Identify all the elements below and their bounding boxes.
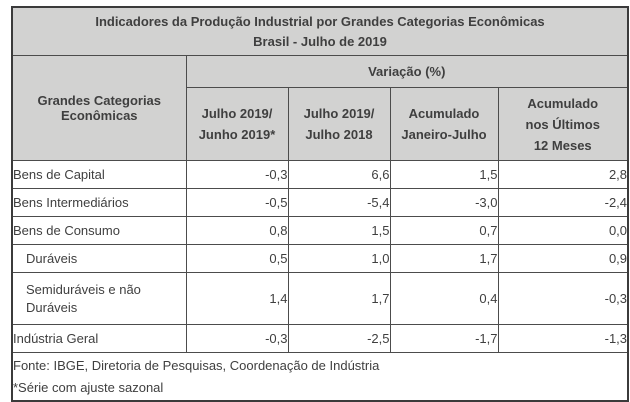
cell-value: -3,0 <box>389 188 499 217</box>
cell-value: 1,0 <box>287 244 391 273</box>
cell-value: 0,9 <box>497 244 629 273</box>
group-header-row: Grandes Categorias Econômicas Variação (… <box>11 55 629 161</box>
cell-value: -2,5 <box>287 324 391 353</box>
cell-value: -0,3 <box>185 324 289 353</box>
table-title: Indicadores da Produção Industrial por G… <box>11 6 629 56</box>
column-header-month-over-month: Julho 2019/ Junho 2019* <box>185 87 289 161</box>
table-row-bens-de-consumo: Bens de Consumo 0,8 1,5 0,7 0,0 <box>11 216 629 245</box>
cell-value: -2,4 <box>497 188 629 217</box>
cell-value: 1,7 <box>389 244 499 273</box>
column-header-label: Acumulado nos Últimos 12 Meses <box>525 95 600 153</box>
cell-value: 0,0 <box>497 216 629 245</box>
table-row-duraveis: Duráveis 0,5 1,0 1,7 0,9 <box>11 244 629 273</box>
table-row-semiduraveis: Semiduráveis e não Duráveis 1,4 1,7 0,4 … <box>11 272 629 325</box>
column-header-label: Julho 2019/ Junho 2019* <box>198 106 276 142</box>
cell-value: -0,3 <box>497 272 629 325</box>
cell-value: -0,3 <box>185 160 289 189</box>
cell-value: 1,5 <box>287 216 391 245</box>
cell-value: -1,7 <box>389 324 499 353</box>
industrial-production-indicators-table: Indicadores da Produção Industrial por G… <box>11 6 630 402</box>
table-row-bens-intermediarios: Bens Intermediários -0,5 -5,4 -3,0 -2,4 <box>11 188 629 217</box>
row-label: Semiduráveis e não Duráveis <box>11 272 187 325</box>
cell-value: 2,8 <box>497 160 629 189</box>
cell-value: 1,4 <box>185 272 289 325</box>
cell-value: 0,4 <box>389 272 499 325</box>
table-row-bens-de-capital: Bens de Capital -0,3 6,6 1,5 2,8 <box>11 160 629 189</box>
cell-value: -5,4 <box>287 188 391 217</box>
row-label: Bens Intermediários <box>11 188 187 217</box>
column-header-label: Julho 2019/ Julho 2018 <box>303 106 375 142</box>
footer-source: Fonte: IBGE, Diretoria de Pesquisas, Coo… <box>13 357 380 373</box>
column-headers-row: Julho 2019/ Junho 2019* Julho 2019/ Julh… <box>12 87 629 161</box>
cell-value: -0,5 <box>185 188 289 217</box>
table-title-line2: Brasil - Julho de 2019 <box>253 33 387 49</box>
column-group-header-variacao: Variação (%) <box>185 55 629 88</box>
column-header-categories: Grandes Categorias Econômicas <box>11 55 187 161</box>
table-title-line1: Indicadores da Produção Industrial por G… <box>95 13 545 29</box>
cell-value: 1,7 <box>287 272 391 325</box>
column-header-12-months: Acumulado nos Últimos 12 Meses <box>497 87 629 161</box>
row-label: Indústria Geral <box>11 324 187 353</box>
column-header-ytd: Acumulado Janeiro-Julho <box>389 87 499 161</box>
column-header-label: Acumulado Janeiro-Julho <box>401 106 487 142</box>
table-footer-row: Fonte: IBGE, Diretoria de Pesquisas, Coo… <box>11 352 629 402</box>
row-label: Duráveis <box>11 244 187 273</box>
table-title-row: Indicadores da Produção Industrial por G… <box>11 6 629 56</box>
table-row-industria-geral: Indústria Geral -0,3 -2,5 -1,7 -1,3 <box>11 324 629 353</box>
cell-value: -1,3 <box>497 324 629 353</box>
cell-value: 1,5 <box>389 160 499 189</box>
row-label: Bens de Capital <box>11 160 187 189</box>
row-label: Bens de Consumo <box>11 216 187 245</box>
cell-value: 6,6 <box>287 160 391 189</box>
table-footer: Fonte: IBGE, Diretoria de Pesquisas, Coo… <box>11 352 629 402</box>
column-header-year-over-year: Julho 2019/ Julho 2018 <box>287 87 391 161</box>
column-header-categories-label: Grandes Categorias Econômicas <box>37 93 162 123</box>
footer-note: *Série com ajuste sazonal <box>13 379 164 395</box>
cell-value: 0,8 <box>185 216 289 245</box>
cell-value: 0,5 <box>185 244 289 273</box>
cell-value: 0,7 <box>389 216 499 245</box>
